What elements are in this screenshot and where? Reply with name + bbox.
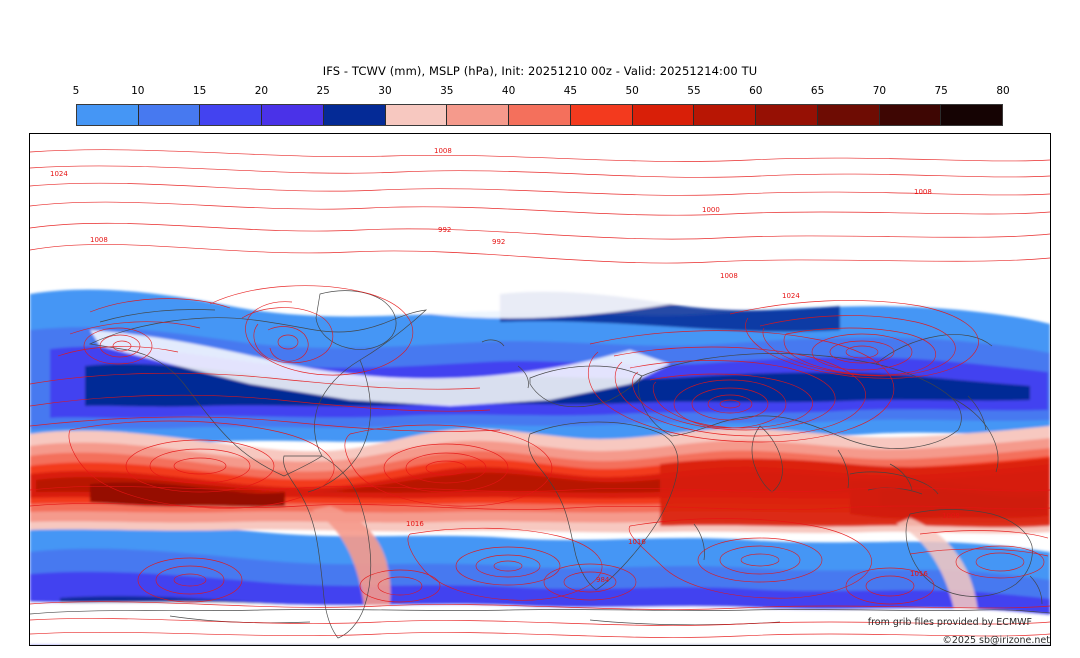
contour-label-1008c: 1008 bbox=[720, 272, 738, 280]
contour-label-1016b: 1016 bbox=[628, 538, 646, 546]
data-source-credit: from grib files provided by ECMWF bbox=[867, 617, 1032, 628]
colorbar-tick-35: 35 bbox=[440, 85, 454, 97]
colorbar-cell-5 bbox=[77, 105, 139, 125]
colorbar-tick-20: 20 bbox=[254, 85, 269, 97]
colorbar-tick-25: 25 bbox=[316, 85, 330, 97]
contour-label-1016c: 1016 bbox=[910, 570, 928, 578]
contour-label-1024b: 1024 bbox=[782, 292, 800, 300]
colorbar-tick-labels: 5 10 15 20 25 30 35 40 45 50 55 60 65 70 75 80 bbox=[72, 84, 1010, 102]
contour-label-1024: 1024 bbox=[50, 170, 68, 178]
colorbar-swatches bbox=[76, 104, 1003, 126]
contour-label-992: 992 bbox=[438, 226, 451, 234]
colorbar-tick-70: 70 bbox=[872, 85, 887, 97]
colorbar-tick-80: 80 bbox=[996, 85, 1010, 97]
contour-label-984: 984 bbox=[596, 576, 610, 584]
colorbar-cell-45 bbox=[570, 105, 633, 125]
colorbar-cell-65 bbox=[817, 105, 880, 125]
colorbar-tick-15: 15 bbox=[192, 85, 207, 97]
colorbar-cell-75 bbox=[941, 105, 1003, 125]
page-title: IFS - TCWV (mm), MSLP (hPa), Init: 20251… bbox=[322, 64, 758, 78]
mslp-contour-labels: 1008 1024 1008 992 992 1000 1008 1024 10… bbox=[50, 147, 960, 584]
mslp-contours bbox=[30, 149, 1050, 638]
colorbar-cell-50 bbox=[632, 105, 695, 125]
colorbar-cell-15 bbox=[200, 105, 263, 125]
contour-label-1016: 1016 bbox=[406, 520, 424, 528]
colorbar-tick-75: 75 bbox=[934, 85, 948, 97]
contour-label-1008: 1008 bbox=[434, 147, 452, 155]
contour-label-992b: 992 bbox=[492, 238, 505, 246]
colorbar-cell-40 bbox=[509, 105, 571, 125]
colorbar-cell-35 bbox=[447, 105, 510, 125]
colorbar-cell-30 bbox=[385, 105, 448, 125]
contour-label-1008d: 1008 bbox=[914, 188, 932, 196]
colorbar-tick-5: 5 bbox=[72, 85, 80, 97]
copyright-credit: ©2025 sb@irizone.net bbox=[942, 635, 1050, 646]
colorbar-cell-20 bbox=[262, 105, 324, 125]
contour-label-1008b: 1008 bbox=[90, 236, 108, 244]
colorbar-cell-55 bbox=[694, 105, 757, 125]
colorbar-cell-10 bbox=[138, 105, 201, 125]
colorbar-tick-50: 50 bbox=[625, 85, 639, 97]
colorbar-cell-25 bbox=[323, 105, 386, 125]
contour-label-1000: 1000 bbox=[702, 206, 720, 214]
colorbar-tick-10: 10 bbox=[131, 85, 145, 97]
map-svg: 1008 1024 1008 992 992 1000 1008 1024 10… bbox=[30, 134, 1050, 645]
map-canvas[interactable]: 1008 1024 1008 992 992 1000 1008 1024 10… bbox=[29, 133, 1051, 646]
contour-label-1008e: 1008 bbox=[942, 512, 960, 520]
colorbar-tick-55: 55 bbox=[687, 85, 701, 97]
colorbar-cell-70 bbox=[879, 105, 942, 125]
colorbar: 5 10 15 20 25 30 35 40 45 50 55 60 65 70 75 80 bbox=[72, 84, 1010, 128]
colorbar-cell-60 bbox=[756, 105, 818, 125]
colorbar-tick-30: 30 bbox=[378, 85, 392, 97]
colorbar-tick-60: 60 bbox=[749, 85, 763, 97]
colorbar-tick-65: 65 bbox=[810, 85, 825, 97]
colorbar-tick-45: 45 bbox=[563, 85, 578, 97]
coastlines bbox=[30, 290, 1050, 639]
colorbar-tick-40: 40 bbox=[501, 85, 516, 97]
